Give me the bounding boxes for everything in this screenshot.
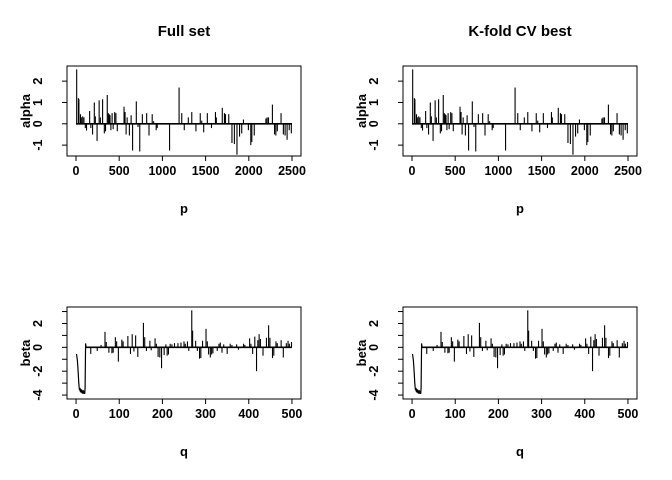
y-axis-label: beta [18, 339, 33, 367]
panel-title: K-fold CV best [468, 23, 571, 40]
x-tick-label: 300 [531, 407, 552, 421]
y-tick-label: 2 [31, 320, 45, 327]
x-tick-label: 100 [445, 407, 466, 421]
plot-box [66, 65, 302, 157]
panel-kfold-cv-best-beta: 0 100 200 300 400 500 -4 -2 0 2 q beta [354, 306, 639, 459]
x-tick-label: 200 [152, 407, 173, 421]
y-tick-label: -4 [367, 389, 381, 400]
panel-kfold-cv-best-alpha: 0 500 1000 1500 2000 2500 -1 0 1 2 p alpha K-fold CV… [354, 23, 642, 216]
x-axis-label: p [180, 201, 188, 216]
x-tick-label: 2000 [235, 164, 263, 178]
x-tick-label: 400 [238, 407, 259, 421]
x-tick-label: 300 [195, 407, 216, 421]
panel-full-set-beta: 0 100 200 300 400 500 -4 -2 0 2 q beta [18, 306, 303, 459]
y-tick-label: 0 [31, 120, 45, 127]
series-curve [75, 343, 87, 394]
x-tick-label: 0 [73, 164, 80, 178]
x-axis-label: p [516, 201, 524, 216]
x-tick-label: 0 [409, 164, 416, 178]
panel-full-set-alpha: 0 500 1000 1500 2000 2500 -1 0 1 2 p alpha Full set [18, 23, 306, 216]
x-tick-label: 1000 [484, 164, 512, 178]
x-tick-label: 0 [409, 407, 416, 421]
y-tick-label: -1 [31, 140, 45, 151]
panel-title: Full set [158, 23, 211, 40]
y-tick-label: 2 [367, 320, 381, 327]
x-tick-label: 1500 [192, 164, 220, 178]
y-tick-label: 2 [367, 78, 381, 85]
plot-box [66, 306, 302, 400]
x-tick-label: 2000 [571, 164, 599, 178]
x-tick-label: 1000 [148, 164, 176, 178]
y-axis-label: alpha [354, 93, 369, 128]
x-tick-label: 400 [574, 407, 595, 421]
y-tick-label: 1 [367, 99, 381, 106]
x-axis-label: q [180, 444, 188, 459]
y-tick-label: -2 [367, 366, 381, 377]
x-tick-label: 500 [109, 164, 130, 178]
x-tick-label: 200 [488, 407, 509, 421]
y-axis-label: beta [354, 339, 369, 367]
y-tick-label: 0 [367, 344, 381, 351]
plot-box [402, 65, 638, 157]
x-axis-label: q [516, 444, 524, 459]
x-tick-label: 500 [445, 164, 466, 178]
x-tick-label: 0 [73, 407, 80, 421]
plot-box [402, 306, 638, 400]
y-tick-label: 2 [31, 78, 45, 85]
y-tick-label: -1 [367, 140, 381, 151]
y-tick-label: 0 [367, 120, 381, 127]
y-tick-label: 1 [31, 99, 45, 106]
x-tick-label: 2500 [278, 164, 306, 178]
x-tick-label: 1500 [528, 164, 556, 178]
x-tick-label: 500 [282, 407, 303, 421]
series-curve [411, 343, 423, 394]
y-axis-label: alpha [18, 93, 33, 128]
x-tick-label: 2500 [614, 164, 642, 178]
y-tick-label: -4 [31, 389, 45, 400]
x-tick-label: 100 [109, 407, 130, 421]
y-tick-label: 0 [31, 344, 45, 351]
y-tick-label: -2 [31, 366, 45, 377]
x-tick-label: 500 [618, 407, 639, 421]
